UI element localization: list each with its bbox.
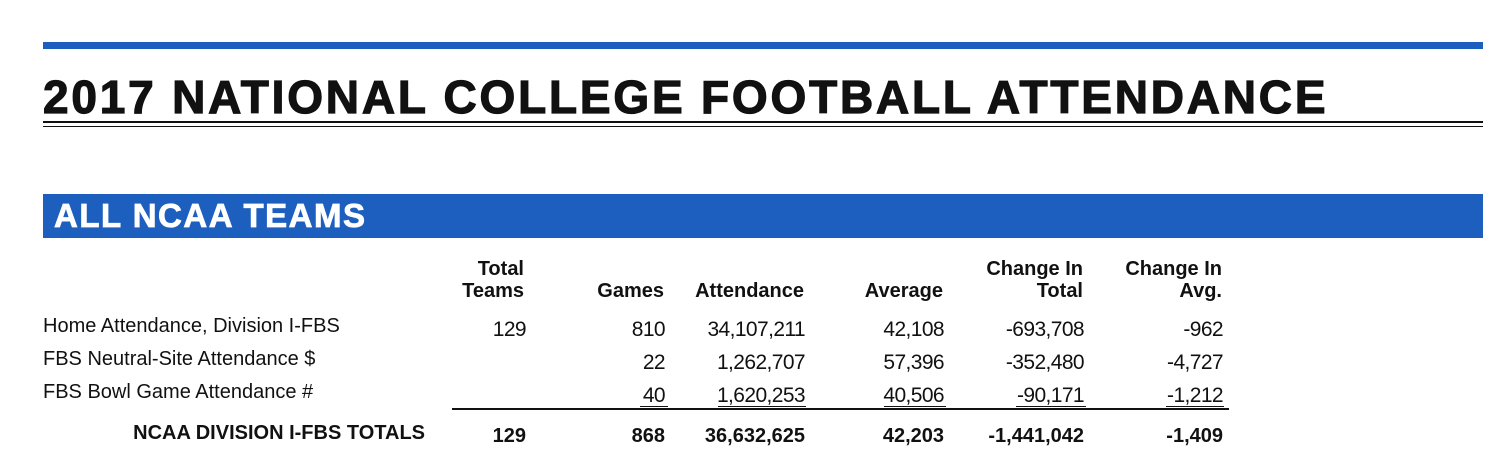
cell-change-avg: -962 [1183, 318, 1223, 341]
total-games: 868 [631, 425, 665, 447]
cell-change-total: -90,171 [1016, 384, 1085, 407]
header-games: Games [597, 280, 664, 302]
cell-change-avg: -4,727 [1167, 351, 1224, 374]
cell-average: 40,506 [883, 384, 944, 407]
section-title: ALL NCAA TEAMS [54, 197, 367, 235]
cell-attendance: 34,107,211 [707, 318, 805, 341]
total-change-total: -1,441,042 [988, 425, 1084, 447]
total-total-teams: 129 [492, 425, 526, 447]
cell-underline [1016, 406, 1086, 407]
cell-games: 40 [642, 384, 666, 407]
row-label: FBS Neutral-Site Attendance $ [43, 348, 316, 370]
section-header-bar [43, 194, 1483, 238]
page-title: 2017 NATIONAL COLLEGE FOOTBALL ATTENDANC… [42, 70, 1329, 123]
cell-underline [1166, 406, 1224, 407]
cell-underline [718, 406, 806, 407]
cell-average: 42,108 [883, 318, 944, 341]
cell-attendance: 1,262,707 [716, 351, 806, 374]
cell-games: 810 [631, 318, 666, 341]
title-underline-thick [43, 121, 1483, 123]
header-change-avg-line2: Avg. [1179, 280, 1222, 302]
cell-change-avg: -1,212 [1167, 384, 1224, 407]
cell-games: 22 [642, 351, 666, 374]
cell-average: 57,396 [883, 351, 944, 374]
total-change-avg: -1,409 [1166, 425, 1223, 447]
title-underline-thin [43, 126, 1483, 127]
row-label: Home Attendance, Division I-FBS [43, 315, 340, 337]
cell-attendance: 1,620,253 [716, 384, 806, 407]
cell-change-total: -693,708 [1005, 318, 1085, 341]
top-accent-rule [43, 42, 1483, 49]
row-label: FBS Bowl Game Attendance # [43, 381, 314, 403]
cell-total-teams: 129 [492, 318, 527, 341]
totals-label: NCAA DIVISION I-FBS TOTALS [133, 422, 425, 444]
header-attendance: Attendance [695, 280, 804, 302]
cell-change-total: -352,480 [1005, 351, 1085, 374]
header-change-avg: Change In Avg. [1125, 258, 1222, 302]
header-average: Average [864, 280, 943, 302]
header-total-teams-line1: Total [477, 258, 524, 280]
cell-underline [884, 406, 946, 407]
header-change-total: Change In Total [986, 258, 1083, 302]
totals-rule [452, 408, 1229, 410]
total-attendance: 36,632,625 [704, 425, 805, 447]
header-change-total-line1: Change In [986, 258, 1083, 280]
header-total-teams: Total Teams [462, 258, 524, 302]
header-total-teams-line2: Teams [462, 280, 524, 302]
total-average: 42,203 [882, 425, 944, 447]
cell-underline [640, 406, 668, 407]
header-change-total-line2: Total [1036, 280, 1083, 302]
header-change-avg-line1: Change In [1125, 258, 1222, 280]
